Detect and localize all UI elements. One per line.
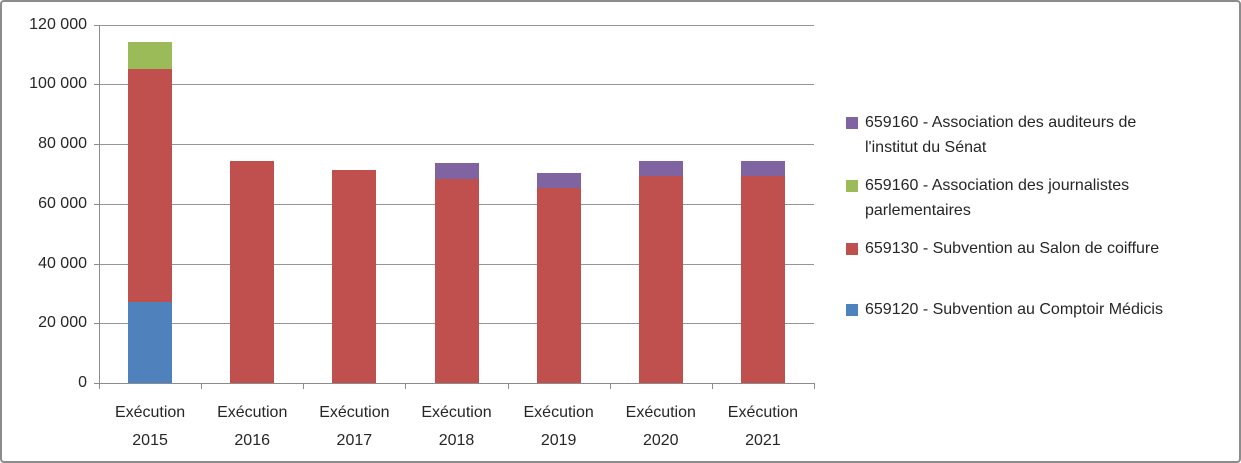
- y-axis-tick-label: 120 000: [29, 15, 87, 33]
- bar-segment: [230, 160, 275, 383]
- legend-swatch: [846, 180, 858, 192]
- x-axis-label-line: Exécution: [727, 404, 799, 421]
- x-axis-label-line: 2016: [234, 432, 270, 449]
- x-axis-tick: [303, 383, 305, 389]
- bar-segment: [740, 175, 785, 383]
- x-axis-tick: [609, 383, 611, 389]
- bar-segment: [638, 175, 683, 383]
- legend-label-line: 659120 - Subvention au Comptoir Médicis: [865, 301, 1163, 318]
- x-axis-category-label: Exécution 2021: [712, 399, 814, 455]
- legend-item: 659160 - Association des auditeurs de l'i…: [846, 110, 1136, 160]
- legend-label-line: 659160 - Association des journalistes: [865, 177, 1130, 194]
- y-axis-tick: [94, 24, 99, 26]
- legend-label-line: 659160 - Association des auditeurs de: [865, 114, 1137, 131]
- x-axis-label-line: 2019: [540, 432, 577, 449]
- x-axis-category-label: Exécution 2016: [201, 399, 303, 455]
- bar-segment: [536, 188, 581, 383]
- x-axis-tick: [405, 383, 407, 389]
- x-axis-line: [99, 383, 814, 384]
- bar-segment: [128, 69, 173, 303]
- x-axis-tick: [201, 383, 203, 389]
- y-axis-tick: [94, 323, 99, 325]
- x-axis-category-label: Exécution 2019: [508, 399, 610, 455]
- bar-segment: [128, 302, 173, 383]
- gridline: [99, 84, 814, 86]
- bar-segment: [638, 160, 683, 176]
- x-axis-label-line: Exécution: [625, 404, 696, 421]
- x-axis-label-line: Exécution: [114, 404, 186, 421]
- legend-label-line: parlementaires: [865, 202, 971, 219]
- y-axis-tick: [94, 203, 99, 205]
- x-axis-category-label: Exécution 2017: [303, 399, 405, 455]
- legend-label-line: 659130 - Subvention au Salon de coiffure: [865, 240, 1160, 257]
- y-axis-tick: [94, 84, 99, 86]
- y-axis-line: [99, 24, 100, 383]
- x-axis-tick: [711, 383, 713, 389]
- y-axis-tick-label: 100 000: [29, 75, 87, 93]
- gridline: [99, 24, 814, 26]
- y-axis-tick: [94, 263, 99, 265]
- legend-label: 659130 - Subvention au Salon de coiffure: [865, 236, 1159, 261]
- y-axis-tick-label: 80 000: [38, 135, 87, 152]
- legend-item: 659120 - Subvention au Comptoir Médicis: [846, 297, 1163, 322]
- x-axis-tick: [814, 383, 815, 389]
- y-axis-tick-label: 60 000: [38, 194, 87, 212]
- x-axis-label-line: 2020: [642, 432, 679, 449]
- legend-swatch: [846, 117, 858, 129]
- legend-swatch: [846, 243, 858, 255]
- x-axis-category-label: Exécution 2015: [99, 399, 201, 455]
- bar-segment: [434, 179, 479, 383]
- bar-segment: [434, 163, 479, 180]
- x-axis-category-label: Exécution 2020: [610, 399, 712, 455]
- legend-item: 659160 - Association des journalistes par…: [846, 173, 1129, 223]
- x-axis-category-label: Exécution 2018: [405, 399, 507, 455]
- legend-label: 659160 - Association des journalistes par…: [865, 173, 1129, 223]
- y-axis-tick: [94, 144, 99, 145]
- x-axis-label-line: Exécution: [523, 404, 594, 421]
- x-axis-label-line: 2018: [438, 432, 475, 449]
- y-axis-tick: [94, 383, 99, 384]
- x-axis-label-line: Exécution: [421, 404, 492, 421]
- x-axis-tick: [507, 383, 509, 389]
- legend-label-line: l'institut du Sénat: [865, 139, 987, 156]
- gridline: [99, 144, 814, 145]
- legend-label: 659160 - Association des auditeurs de l'i…: [865, 110, 1136, 160]
- legend-item: 659130 - Subvention au Salon de coiffure: [846, 236, 1159, 261]
- bar-segment: [536, 172, 581, 189]
- legend-label: 659120 - Subvention au Comptoir Médicis: [865, 297, 1163, 322]
- x-axis-label-line: 2015: [132, 432, 168, 449]
- y-axis-tick-label: 40 000: [38, 254, 87, 272]
- bar-segment: [332, 169, 377, 383]
- x-axis-label-line: 2021: [745, 432, 781, 449]
- x-axis-tick: [99, 383, 100, 389]
- legend-swatch: [846, 304, 858, 316]
- x-axis-label-line: Exécution: [319, 404, 390, 421]
- y-axis-tick-label: 20 000: [38, 314, 87, 332]
- bar-segment: [128, 42, 173, 70]
- y-axis-tick-label: 0: [78, 374, 87, 391]
- x-axis-label-line: Exécution: [217, 404, 288, 421]
- x-axis-label-line: 2017: [336, 432, 373, 449]
- bar-segment: [740, 160, 785, 176]
